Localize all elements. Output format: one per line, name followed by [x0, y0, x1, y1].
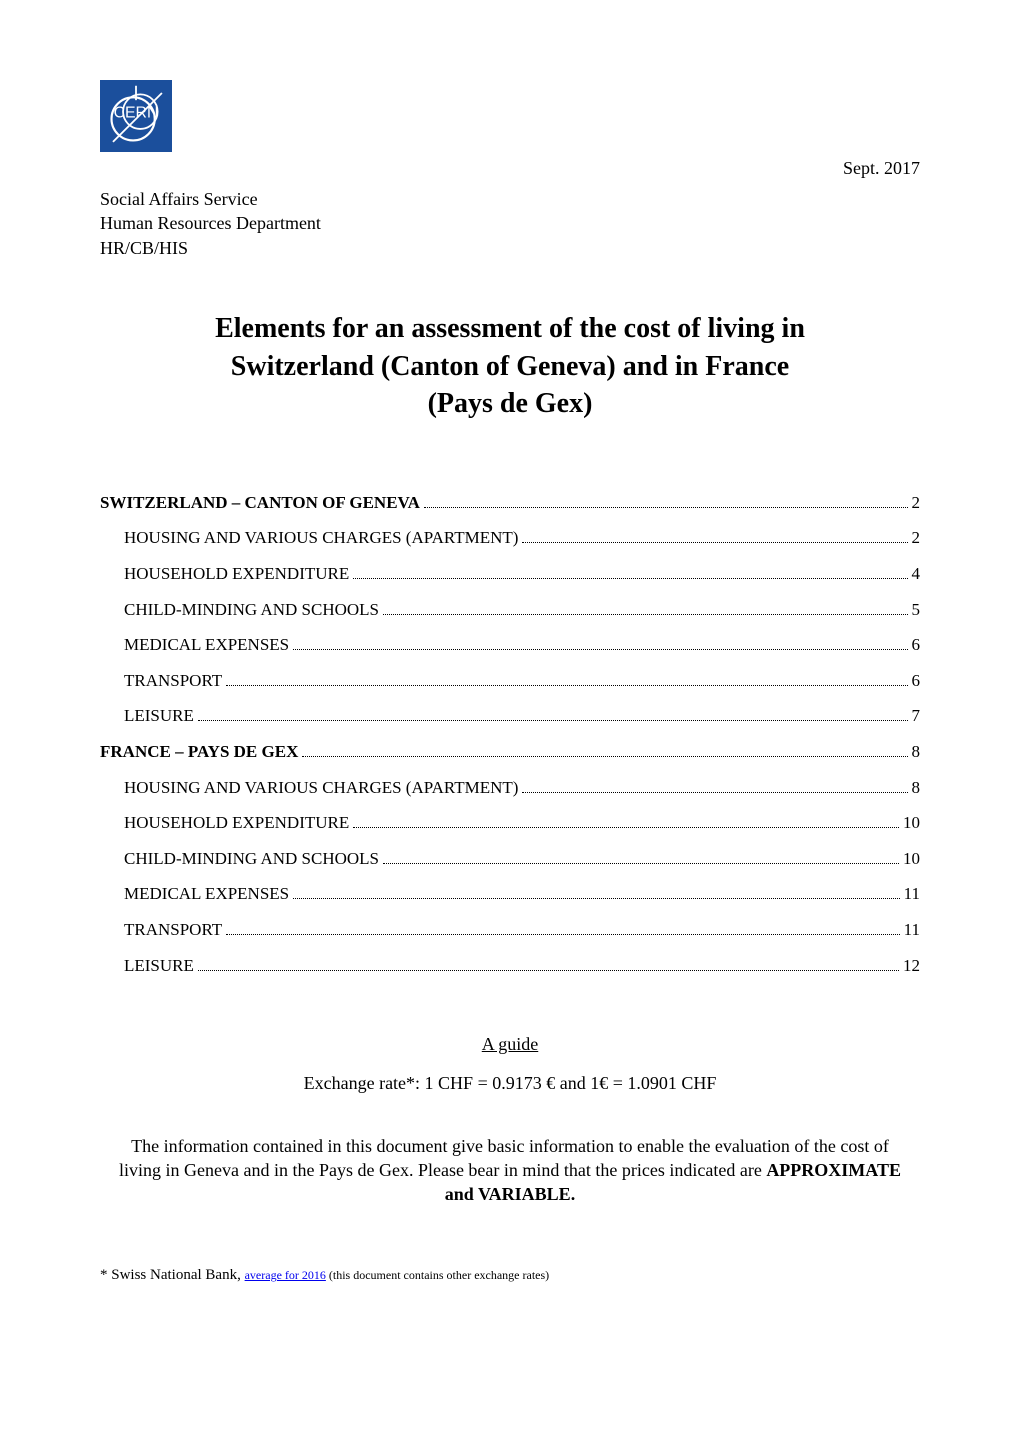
- org-line-1: Social Affairs Service: [100, 187, 920, 211]
- exchange-rate-line: Exchange rate*: 1 CHF = 0.9173 € and 1€ …: [100, 1073, 920, 1094]
- cern-logo-icon: CERN: [100, 80, 172, 152]
- toc-page: 2: [912, 529, 921, 546]
- org-block: Social Affairs Service Human Resources D…: [100, 187, 920, 260]
- toc-label: CHILD-MINDING AND SCHOOLS: [100, 850, 379, 867]
- logo-container: CERN: [100, 80, 172, 152]
- footnote-link[interactable]: average for 2016: [245, 1268, 326, 1282]
- toc-page: 6: [912, 636, 921, 653]
- toc-row[interactable]: CHILD-MINDING AND SCHOOLS 10: [100, 849, 920, 867]
- toc-leader: [198, 956, 899, 971]
- toc-row[interactable]: HOUSEHOLD EXPENDITURE 4: [100, 564, 920, 582]
- guide-label: A guide: [100, 1034, 920, 1055]
- toc-row[interactable]: TRANSPORT 11: [100, 920, 920, 938]
- disclaimer-paragraph: The information contained in this docume…: [112, 1134, 908, 1207]
- toc-page: 7: [912, 707, 921, 724]
- toc-row[interactable]: MEDICAL EXPENSES 6: [100, 636, 920, 654]
- toc-row[interactable]: MEDICAL EXPENSES 11: [100, 885, 920, 903]
- header-row: CERN Sept. 2017: [100, 80, 920, 179]
- logo-text: CERN: [114, 104, 159, 121]
- footnote-tail: (this document contains other exchange r…: [326, 1268, 549, 1282]
- toc-label: HOUSING AND VARIOUS CHARGES (APARTMENT): [100, 779, 518, 796]
- toc-row[interactable]: SWITZERLAND – CANTON OF GENEVA 2: [100, 493, 920, 511]
- toc-leader: [302, 742, 907, 757]
- toc-row[interactable]: LEISURE 7: [100, 707, 920, 725]
- toc-label: MEDICAL EXPENSES: [100, 885, 289, 902]
- toc-page: 12: [903, 957, 920, 974]
- toc-page: 4: [912, 565, 921, 582]
- toc-row[interactable]: CHILD-MINDING AND SCHOOLS 5: [100, 600, 920, 618]
- toc-leader: [383, 600, 908, 615]
- title-line-2: Switzerland (Canton of Geneva) and in Fr…: [231, 351, 789, 382]
- toc-page: 11: [904, 885, 920, 902]
- toc-label: CHILD-MINDING AND SCHOOLS: [100, 601, 379, 618]
- toc-leader: [522, 778, 907, 793]
- toc-label: HOUSING AND VARIOUS CHARGES (APARTMENT): [100, 529, 518, 546]
- footnote: * Swiss National Bank, average for 2016 …: [100, 1266, 920, 1286]
- toc-label: TRANSPORT: [100, 672, 222, 689]
- page-title: Elements for an assessment of the cost o…: [150, 310, 870, 423]
- toc-page: 10: [903, 814, 920, 831]
- toc-leader: [226, 671, 907, 686]
- toc-row[interactable]: FRANCE – PAYS DE GEX 8: [100, 742, 920, 760]
- toc-page: 5: [912, 601, 921, 618]
- toc-leader: [293, 885, 899, 900]
- toc-leader: [293, 636, 907, 651]
- toc-label: LEISURE: [100, 707, 194, 724]
- toc-leader: [353, 564, 907, 579]
- toc-row[interactable]: HOUSING AND VARIOUS CHARGES (APARTMENT) 2: [100, 529, 920, 547]
- table-of-contents: SWITZERLAND – CANTON OF GENEVA2HOUSING A…: [100, 493, 920, 973]
- toc-row[interactable]: LEISURE 12: [100, 956, 920, 974]
- toc-row[interactable]: HOUSING AND VARIOUS CHARGES (APARTMENT) 8: [100, 778, 920, 796]
- toc-label: HOUSEHOLD EXPENDITURE: [100, 814, 349, 831]
- toc-page: 10: [903, 850, 920, 867]
- toc-page: 8: [912, 779, 921, 796]
- toc-leader: [198, 707, 908, 722]
- title-line-1: Elements for an assessment of the cost o…: [215, 313, 805, 344]
- toc-label: MEDICAL EXPENSES: [100, 636, 289, 653]
- footnote-prefix: * Swiss National Bank,: [100, 1267, 245, 1283]
- toc-label: LEISURE: [100, 957, 194, 974]
- toc-label: HOUSEHOLD EXPENDITURE: [100, 565, 349, 582]
- org-line-3: HR/CB/HIS: [100, 236, 920, 260]
- toc-page: 8: [912, 743, 921, 760]
- toc-leader: [424, 493, 908, 508]
- toc-label: SWITZERLAND – CANTON OF GENEVA: [100, 494, 420, 511]
- document-date: Sept. 2017: [843, 80, 920, 179]
- toc-leader: [226, 920, 899, 935]
- toc-row[interactable]: TRANSPORT 6: [100, 671, 920, 689]
- toc-leader: [353, 814, 899, 829]
- toc-leader: [522, 529, 907, 544]
- toc-page: 11: [904, 921, 920, 938]
- toc-label: TRANSPORT: [100, 921, 222, 938]
- toc-label: FRANCE – PAYS DE GEX: [100, 743, 298, 760]
- org-line-2: Human Resources Department: [100, 211, 920, 235]
- toc-row[interactable]: HOUSEHOLD EXPENDITURE 10: [100, 814, 920, 832]
- toc-page: 2: [912, 494, 921, 511]
- title-line-3: (Pays de Gex): [428, 388, 593, 419]
- toc-leader: [383, 849, 899, 864]
- toc-page: 6: [912, 672, 921, 689]
